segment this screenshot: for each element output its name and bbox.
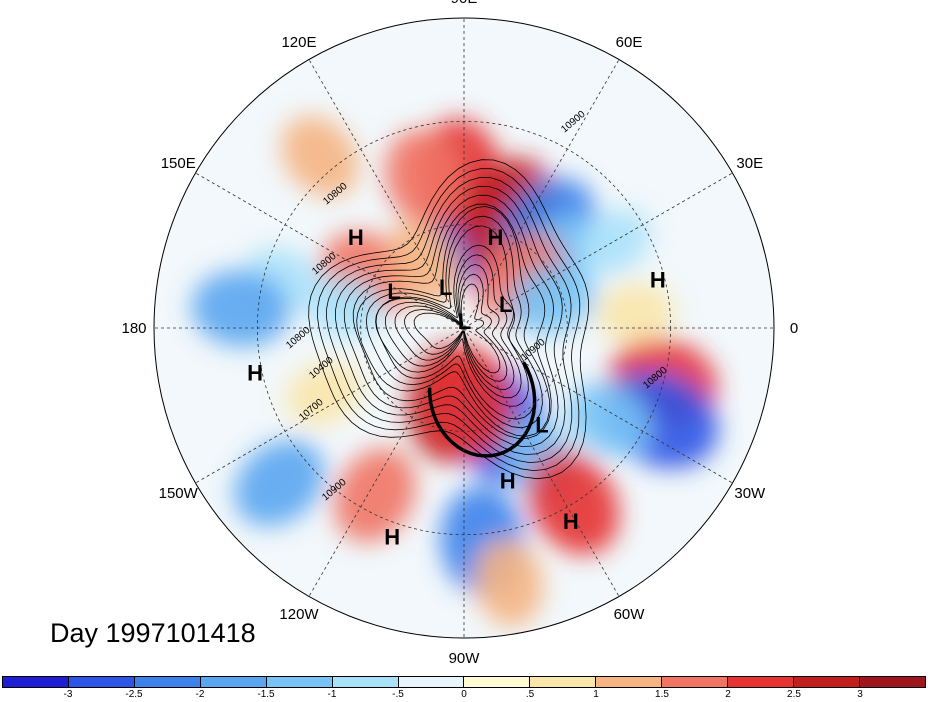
colorbar-tick-label: -3 <box>63 689 73 700</box>
longitude-label: 120W <box>279 606 319 623</box>
colorbar-tick-label: .5 <box>525 689 535 700</box>
colorbar-box <box>3 677 69 687</box>
anomaly-blob-18 <box>334 448 416 543</box>
anomaly-blob-17 <box>474 538 544 627</box>
globe-border <box>153 17 775 639</box>
colorbar-tick-label: -2.5 <box>125 689 143 700</box>
colorbar-box <box>332 677 399 687</box>
anomaly-blob-22 <box>281 116 359 197</box>
longitude-label: 30E <box>736 155 763 172</box>
low-pressure-label: L <box>499 292 512 317</box>
colorbar-tick-label: 2 <box>725 689 731 700</box>
high-pressure-label: H <box>563 509 579 534</box>
high-pressure-label: H <box>348 225 364 250</box>
low-pressure-label: L <box>387 279 400 304</box>
colorbar-box <box>794 677 860 687</box>
anomaly-blob-2 <box>385 129 463 228</box>
colorbar-box <box>530 677 597 687</box>
colorbar-box <box>728 677 795 687</box>
longitude-label: 180 <box>121 320 146 337</box>
colorbar-box <box>662 677 729 687</box>
colorbar <box>2 676 926 688</box>
high-pressure-label: H <box>384 524 400 549</box>
longitude-labels: 90E 60E 30E 0 30W 60W 90W 120W 150W 180 150E 120E <box>121 0 798 667</box>
high-pressure-label: H <box>247 360 263 385</box>
longitude-label: 60E <box>616 34 643 51</box>
meridian-line <box>463 59 620 329</box>
anomaly-blob-27 <box>285 361 362 426</box>
height-contour <box>326 177 573 464</box>
colorbar-box <box>859 677 925 687</box>
anomaly-blob-19 <box>234 439 325 527</box>
colorbar-box <box>134 677 201 687</box>
height-contour <box>343 194 559 447</box>
longitude-label: 0 <box>790 320 798 337</box>
high-pressure-label: H <box>650 268 666 293</box>
low-pressure-label: L <box>535 412 548 437</box>
colorbar-box <box>596 677 663 687</box>
meridian-line <box>308 59 465 329</box>
anomaly-blob-15 <box>527 451 620 555</box>
longitude-label: 150W <box>159 485 199 502</box>
longitude-label: 30W <box>734 485 766 502</box>
longitude-label: 150E <box>161 155 196 172</box>
colorbar-tick-label: -2 <box>195 689 205 700</box>
meridian-line <box>195 172 465 329</box>
colorbar-box <box>464 677 531 687</box>
height-contour <box>375 225 536 420</box>
meridian-line <box>463 172 733 329</box>
colorbar-tick-label: -1 <box>327 689 337 700</box>
lat-lon-grid <box>154 18 774 638</box>
anomaly-blob-26 <box>576 209 651 275</box>
low-pressure-label: L <box>439 275 452 300</box>
colorbar-box <box>398 677 465 687</box>
low-pressure-label: L <box>458 309 471 334</box>
high-pressure-label: H <box>500 468 516 493</box>
longitude-label: 90W <box>449 650 481 667</box>
jet-stream <box>427 361 537 458</box>
day-title: Day 1997101418 <box>50 618 256 648</box>
longitude-label: 60W <box>614 606 646 623</box>
colorbar-tick-label: 2.5 <box>787 689 801 700</box>
colorbar-tick-label: 0 <box>461 689 467 700</box>
colorbar-box <box>200 677 267 687</box>
anomaly-blob-21 <box>191 270 291 347</box>
colorbar-box <box>68 677 135 687</box>
colorbar-tick-label: 3 <box>857 689 863 700</box>
longitude-label: 120E <box>281 34 316 51</box>
height-contour <box>308 159 590 480</box>
colorbar-tick-label: 1.5 <box>655 689 669 700</box>
colorbar-box <box>266 677 333 687</box>
colorbar-labels: -3 -2.5 -2 -1.5 -1 -.5 0 .5 1 1.5 2 2.5 3 <box>2 689 926 702</box>
colorbar-tick-label: -.5 <box>392 689 404 700</box>
meridian-line <box>195 327 465 484</box>
meridian-line <box>308 327 465 597</box>
longitude-label: 90E <box>451 0 478 7</box>
colorbar-tick-label: 1 <box>593 689 599 700</box>
meridian-line <box>463 327 733 484</box>
meridian-line <box>463 327 620 597</box>
high-pressure-label: H <box>487 225 503 250</box>
colorbar-tick-label: -1.5 <box>257 689 275 700</box>
